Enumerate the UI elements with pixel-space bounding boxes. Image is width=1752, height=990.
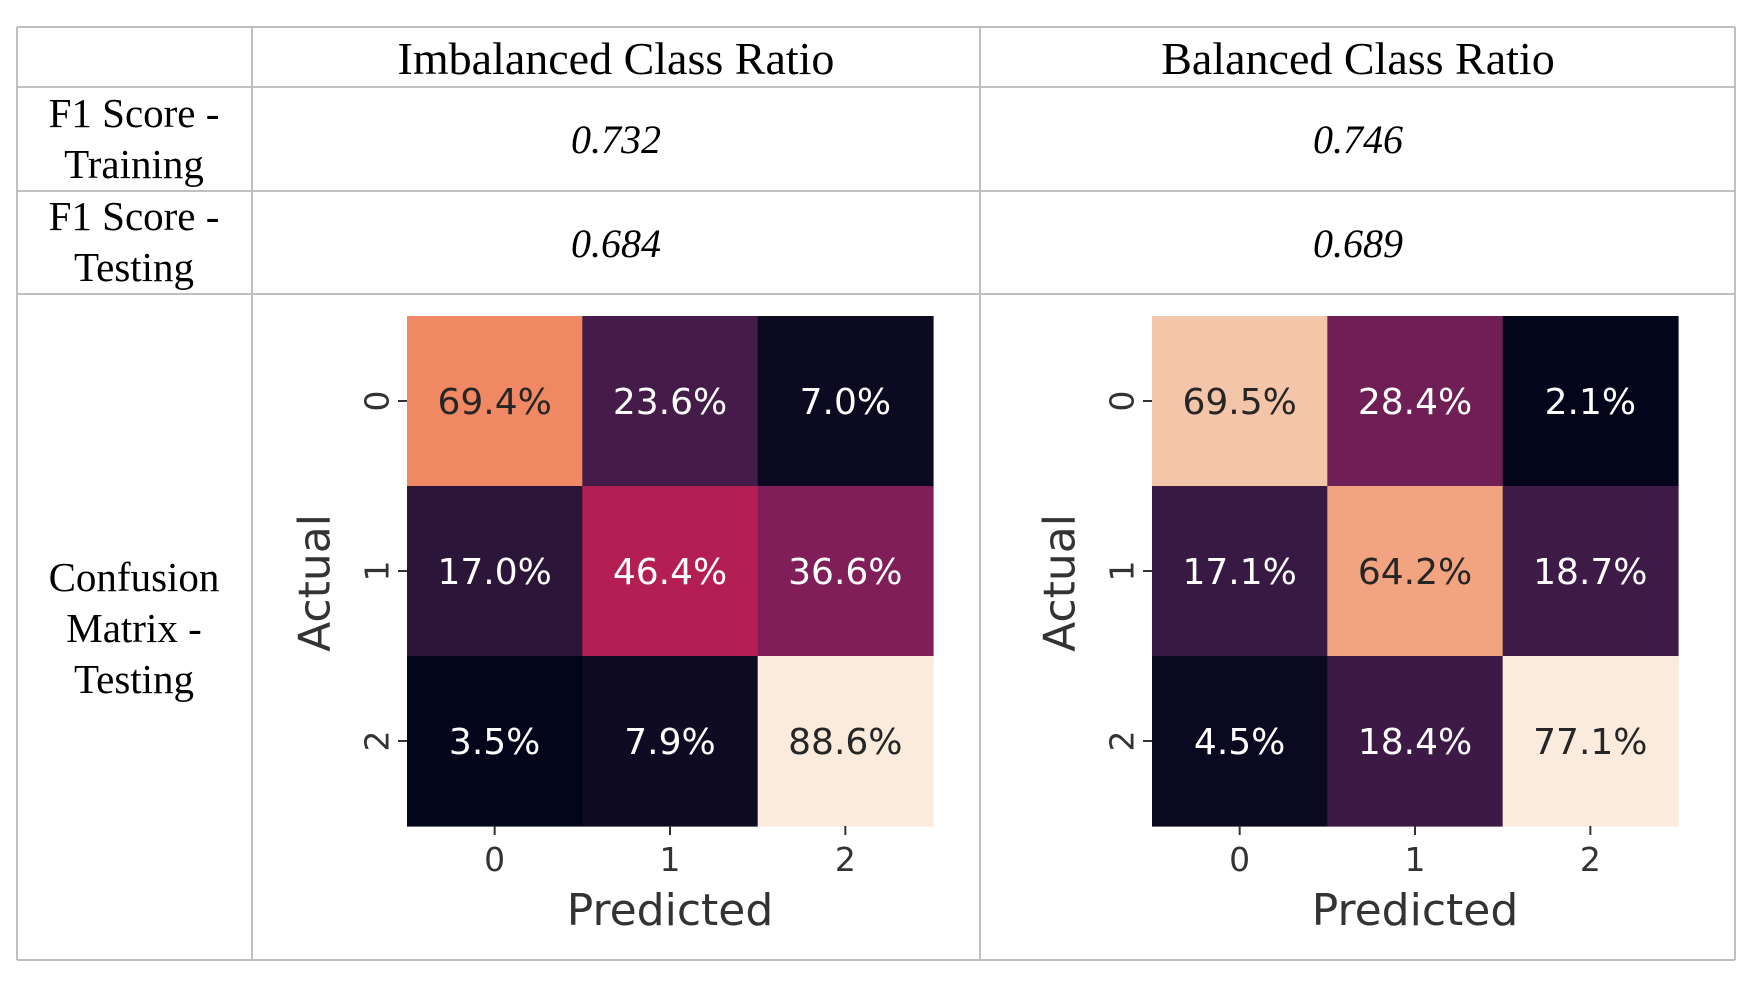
heatmap-cell-label-2-0: 4.5%: [1194, 722, 1285, 763]
heatmap-cell-0-2: [1502, 316, 1679, 487]
row-label-confusion-line2: Matrix -: [66, 605, 202, 651]
heatmap-cell-label-0-0: 69.5%: [1182, 382, 1296, 423]
f1-testing-imbalanced: 0.684: [571, 221, 661, 266]
column-header-imbalanced: Imbalanced Class Ratio: [398, 33, 835, 84]
x-axis-label: Predicted: [567, 885, 774, 936]
f1-training-balanced: 0.746: [1313, 117, 1403, 162]
y-axis-label: Actual: [1035, 514, 1086, 652]
heatmap-cell-2-1: [582, 656, 759, 827]
heatmap-cell-label-1-0: 17.0%: [437, 552, 551, 593]
heatmap-cell-label-1-1: 46.4%: [613, 552, 727, 593]
heatmap-cell-0-0: [1152, 316, 1328, 487]
heatmap-cell-1-1: [582, 486, 759, 657]
heatmap-cell-2-2: [757, 656, 934, 827]
row-label-f1-testing-line1: F1 Score -: [49, 193, 220, 239]
y-tick-label-1: 1: [358, 561, 397, 582]
heatmap-cell-label-1-1: 64.2%: [1358, 552, 1472, 593]
heatmap-cell-1-0: [407, 486, 583, 657]
heatmap-cell-1-2: [757, 486, 934, 657]
row-label-confusion-line3: Testing: [74, 656, 194, 702]
heatmap-cell-label-1-0: 17.1%: [1182, 552, 1296, 593]
heatmap-cell-label-2-2: 77.1%: [1533, 722, 1647, 763]
column-header-balanced: Balanced Class Ratio: [1161, 33, 1554, 84]
heatmap-cell-label-2-1: 7.9%: [624, 722, 715, 763]
row-label-confusion-line1: Confusion: [49, 554, 220, 600]
heatmap-cell-label-0-1: 23.6%: [613, 382, 727, 423]
y-axis-label: Actual: [290, 514, 341, 652]
f1-training-imbalanced: 0.732: [571, 117, 661, 162]
heatmap-cell-label-2-0: 3.5%: [449, 722, 540, 763]
heatmap-cell-label-2-1: 18.4%: [1358, 722, 1472, 763]
confusion-matrix-imbalanced: 69.4% 23.6% 7.0% 17.0% 46.4% 36.6% 3.5% 7.9% 88.…: [290, 316, 934, 936]
heatmap-cell-label-2-2: 88.6%: [788, 722, 902, 763]
table-borders: [16, 26, 1736, 961]
x-tick-label-1: 1: [660, 840, 681, 879]
x-tick-label-2: 2: [835, 840, 856, 879]
heatmap-cell-label-1-2: 18.7%: [1533, 552, 1647, 593]
x-tick-label-0: 0: [484, 840, 505, 879]
y-tick-label-0: 0: [1103, 391, 1142, 412]
y-tick-label-0: 0: [358, 391, 397, 412]
x-tick-label-2: 2: [1580, 840, 1601, 879]
heatmap-cell-label-0-1: 28.4%: [1358, 382, 1472, 423]
heatmap-cell-0-2: [757, 316, 934, 487]
y-tick-label-1: 1: [1103, 561, 1142, 582]
heatmap-cell-label-0-2: 2.1%: [1545, 382, 1636, 423]
y-tick-label-2: 2: [1103, 731, 1142, 752]
f1-testing-balanced: 0.689: [1313, 221, 1403, 266]
row-label-f1-training-line2: Training: [64, 141, 204, 187]
heatmap-cell-label-1-2: 36.6%: [788, 552, 902, 593]
heatmap-cell-label-0-0: 69.4%: [437, 382, 551, 423]
heatmap-cell-2-0: [1152, 656, 1328, 827]
heatmap-cell-1-1: [1327, 486, 1504, 657]
heatmap-cell-2-2: [1502, 656, 1679, 827]
x-tick-label-1: 1: [1405, 840, 1426, 879]
x-axis-label: Predicted: [1312, 885, 1519, 936]
heatmap-cell-2-1: [1327, 656, 1504, 827]
heatmap-cell-0-0: [407, 316, 583, 487]
heatmap-cell-2-0: [407, 656, 583, 827]
heatmap-cell-label-0-2: 7.0%: [800, 382, 891, 423]
heatmap-cell-1-2: [1502, 486, 1679, 657]
y-tick-label-2: 2: [358, 731, 397, 752]
heatmap-cell-0-1: [1327, 316, 1504, 487]
row-label-f1-testing-line2: Testing: [74, 244, 194, 290]
heatmap-cell-0-1: [582, 316, 759, 487]
x-tick-label-0: 0: [1229, 840, 1250, 879]
confusion-matrix-balanced: 69.5% 28.4% 2.1% 17.1% 64.2% 18.7% 4.5% 18.4% 77…: [1035, 316, 1679, 936]
heatmap-cell-1-0: [1152, 486, 1328, 657]
row-label-f1-training-line1: F1 Score -: [49, 90, 220, 136]
